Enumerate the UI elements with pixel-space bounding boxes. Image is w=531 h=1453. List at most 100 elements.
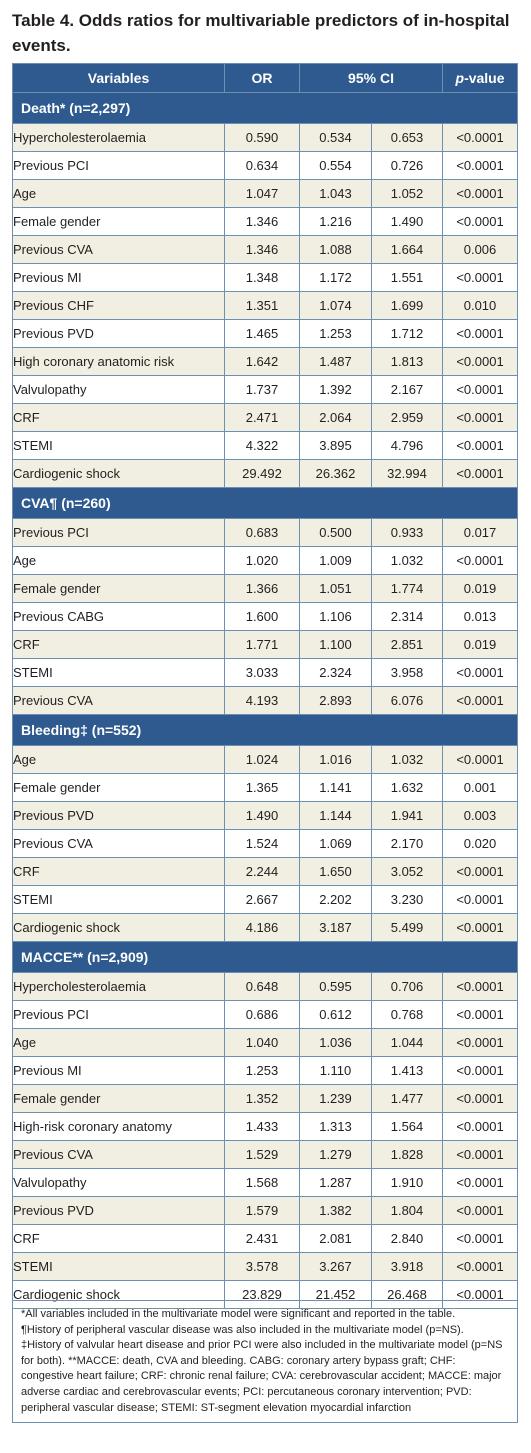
cell-p-value: <0.0001 [442, 1224, 519, 1253]
cell-ci-high: 2.851 [370, 630, 444, 659]
cell-variable: CRF [12, 857, 225, 886]
cell-or: 2.431 [224, 1224, 300, 1253]
cell-ci-low: 0.554 [299, 151, 372, 180]
section-title: Bleeding‡ (n=552) [11, 714, 519, 746]
odds-ratio-table: Variables OR 95% CI p-value Death* (n=2,… [11, 63, 519, 1309]
cell-p-value: <0.0001 [442, 375, 519, 404]
header-p-rest: -value [464, 70, 505, 86]
cell-ci-low: 1.216 [299, 207, 372, 236]
cell-ci-low: 21.452 [299, 1280, 372, 1309]
cell-or: 0.634 [224, 151, 300, 180]
cell-variable: Previous PVD [12, 801, 225, 830]
footnote-line: *All variables included in the multivari… [21, 1308, 456, 1320]
table-row: Cardiogenic shock 4.186 3.187 5.499 <0.0001 [12, 913, 519, 942]
table-row: Female gender 1.365 1.141 1.632 0.001 [12, 773, 519, 802]
table-row: Female gender 1.346 1.216 1.490 <0.0001 [12, 207, 519, 236]
table-row: Previous PVD 1.579 1.382 1.804 <0.0001 [12, 1196, 519, 1225]
cell-ci-low: 1.074 [299, 291, 372, 320]
cell-p-value: <0.0001 [442, 546, 519, 575]
cell-p-value: <0.0001 [442, 1280, 519, 1309]
cell-p-value: <0.0001 [442, 658, 519, 687]
cell-ci-low: 1.253 [299, 319, 372, 348]
cell-p-value: <0.0001 [442, 1000, 519, 1029]
cell-p-value: <0.0001 [442, 1112, 519, 1141]
header-ci: 95% CI [298, 63, 444, 93]
cell-ci-high: 1.032 [370, 745, 444, 774]
cell-ci-low: 3.895 [299, 431, 372, 460]
cell-ci-high: 5.499 [370, 913, 444, 942]
cell-variable: Age [12, 546, 225, 575]
cell-variable: Female gender [12, 207, 225, 236]
cell-or: 29.492 [224, 459, 300, 488]
table-row: High coronary anatomic risk 1.642 1.487 1.8… [12, 347, 519, 376]
cell-ci-high: 1.664 [370, 235, 444, 264]
table-row: CRF 2.471 2.064 2.959 <0.0001 [12, 403, 519, 432]
cell-p-value: <0.0001 [442, 151, 519, 180]
cell-or: 4.186 [224, 913, 300, 942]
cell-variable: STEMI [12, 1252, 225, 1281]
cell-ci-high: 1.564 [370, 1112, 444, 1141]
table-body: Death* (n=2,297) Hypercholesterolaemia 0.5… [11, 92, 519, 1309]
table-row: High-risk coronary anatomy 1.433 1.313 1.56… [12, 1112, 519, 1141]
section-title: Death* (n=2,297) [11, 92, 519, 124]
cell-ci-high: 3.230 [370, 885, 444, 914]
cell-ci-low: 1.009 [299, 546, 372, 575]
table-row: Age 1.040 1.036 1.044 <0.0001 [12, 1028, 519, 1057]
cell-ci-high: 1.551 [370, 263, 444, 292]
cell-p-value: <0.0001 [442, 686, 519, 715]
cell-variable: Age [12, 179, 225, 208]
cell-p-value: 0.020 [442, 829, 519, 858]
cell-variable: STEMI [12, 431, 225, 460]
cell-variable: Previous PVD [12, 1196, 225, 1225]
cell-variable: Age [12, 1028, 225, 1057]
header-or: OR [224, 63, 300, 93]
table-row: Valvulopathy 1.568 1.287 1.910 <0.0001 [12, 1168, 519, 1197]
footnote-line: ‡History of valvular heart disease and p… [21, 1339, 503, 1414]
cell-or: 1.365 [224, 773, 300, 802]
table-header-row: Variables OR 95% CI p-value [12, 63, 519, 93]
cell-variable: Female gender [12, 574, 225, 603]
cell-or: 1.346 [224, 207, 300, 236]
cell-variable: Previous CVA [12, 235, 225, 264]
cell-ci-low: 1.239 [299, 1084, 372, 1113]
cell-or: 0.648 [224, 972, 300, 1001]
table-row: Previous PVD 1.490 1.144 1.941 0.003 [12, 801, 519, 830]
table-row: Previous PCI 0.683 0.500 0.933 0.017 [12, 518, 519, 547]
cell-or: 1.433 [224, 1112, 300, 1141]
cell-ci-low: 1.392 [299, 375, 372, 404]
cell-ci-low: 1.110 [299, 1056, 372, 1085]
cell-ci-low: 1.487 [299, 347, 372, 376]
cell-ci-low: 2.081 [299, 1224, 372, 1253]
cell-or: 1.600 [224, 602, 300, 631]
cell-ci-low: 2.324 [299, 658, 372, 687]
cell-variable: Previous MI [12, 263, 225, 292]
cell-variable: Previous PCI [12, 518, 225, 547]
cell-variable: Hypercholesterolaemia [12, 972, 225, 1001]
cell-or: 1.351 [224, 291, 300, 320]
cell-or: 1.346 [224, 235, 300, 264]
cell-or: 1.524 [224, 829, 300, 858]
cell-p-value: 0.017 [442, 518, 519, 547]
cell-p-value: <0.0001 [442, 319, 519, 348]
table-row: Hypercholesterolaemia 0.648 0.595 0.706 <0.0… [12, 972, 519, 1001]
cell-ci-high: 1.712 [370, 319, 444, 348]
cell-or: 2.244 [224, 857, 300, 886]
table-row: Previous PCI 0.686 0.612 0.768 <0.0001 [12, 1000, 519, 1029]
cell-variable: CRF [12, 403, 225, 432]
cell-p-value: 0.006 [442, 235, 519, 264]
cell-p-value: <0.0001 [442, 1056, 519, 1085]
cell-or: 1.642 [224, 347, 300, 376]
cell-ci-high: 0.768 [370, 1000, 444, 1029]
cell-or: 1.568 [224, 1168, 300, 1197]
cell-variable: Valvulopathy [12, 375, 225, 404]
cell-p-value: 0.013 [442, 602, 519, 631]
cell-variable: Cardiogenic shock [12, 913, 225, 942]
cell-or: 1.737 [224, 375, 300, 404]
table-row: STEMI 2.667 2.202 3.230 <0.0001 [12, 885, 519, 914]
cell-variable: Female gender [12, 773, 225, 802]
cell-variable: CRF [12, 1224, 225, 1253]
cell-ci-high: 2.167 [370, 375, 444, 404]
table-row: CRF 1.771 1.100 2.851 0.019 [12, 630, 519, 659]
section-title: CVA¶ (n=260) [11, 487, 519, 519]
table-row: Previous CVA 1.346 1.088 1.664 0.006 [12, 235, 519, 264]
